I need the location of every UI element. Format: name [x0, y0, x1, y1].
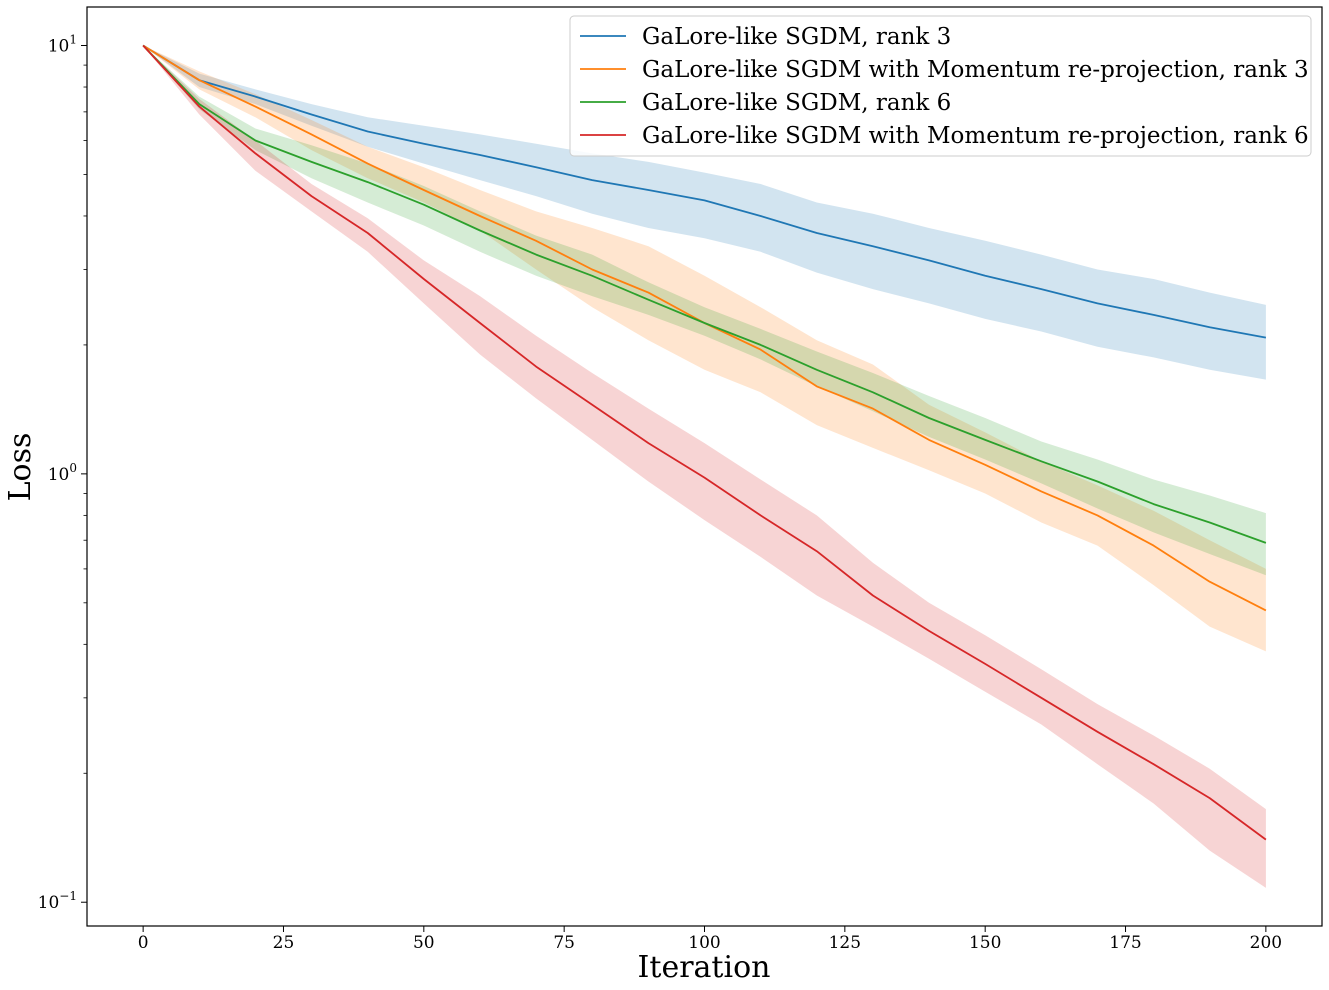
legend-label: GaLore-like SGDM with Momentum re-projec…	[642, 57, 1309, 83]
legend: GaLore-like SGDM, rank 3 GaLore-like SGD…	[569, 15, 1312, 157]
x-tick-label: 100	[688, 933, 720, 953]
series-2-galore-like-sgdm-with-momentum-re-projection-rank-3-band	[143, 45, 1266, 652]
x-tick-label: 150	[969, 933, 1001, 953]
y-axis-ticks: 101 100 10−1	[38, 33, 87, 913]
x-tick-label: 0	[138, 933, 149, 953]
series-4-galore-like-sgdm-with-momentum-re-projection-rank-6-line	[142, 44, 1267, 841]
x-tick-label: 75	[553, 933, 575, 953]
legend-label: GaLore-like SGDM, rank 6	[642, 90, 951, 116]
series-4-galore-like-sgdm-with-momentum-re-projection-rank-6-band	[143, 45, 1266, 888]
x-tick-label: 125	[829, 933, 861, 953]
x-tick-label: 50	[413, 933, 435, 953]
y-axis-label: Loss	[3, 433, 38, 502]
x-axis-ticks: 0 25 50 75 100 125 150 175 200	[138, 926, 1282, 953]
x-axis-label: Iteration	[638, 950, 771, 985]
series-1-galore-like-sgdm-rank-3-line	[142, 44, 1267, 339]
legend-label: GaLore-like SGDM, rank 3	[642, 24, 951, 50]
x-tick-label: 25	[273, 933, 295, 953]
series-lines	[142, 44, 1267, 841]
y-tick-label: 100	[48, 461, 77, 485]
y-tick-label: 101	[48, 33, 77, 57]
y-tick-label: 10−1	[38, 889, 77, 913]
x-tick-label: 200	[1250, 933, 1282, 953]
series-3-galore-like-sgdm-rank-6-line	[142, 44, 1267, 544]
series-1-galore-like-sgdm-rank-3-band	[143, 45, 1266, 380]
x-tick-label: 175	[1109, 933, 1141, 953]
confidence-bands	[143, 45, 1266, 888]
series-3-galore-like-sgdm-rank-6-band	[143, 45, 1266, 576]
legend-label: GaLore-like SGDM with Momentum re-projec…	[642, 123, 1309, 149]
legend-box	[569, 15, 1312, 157]
